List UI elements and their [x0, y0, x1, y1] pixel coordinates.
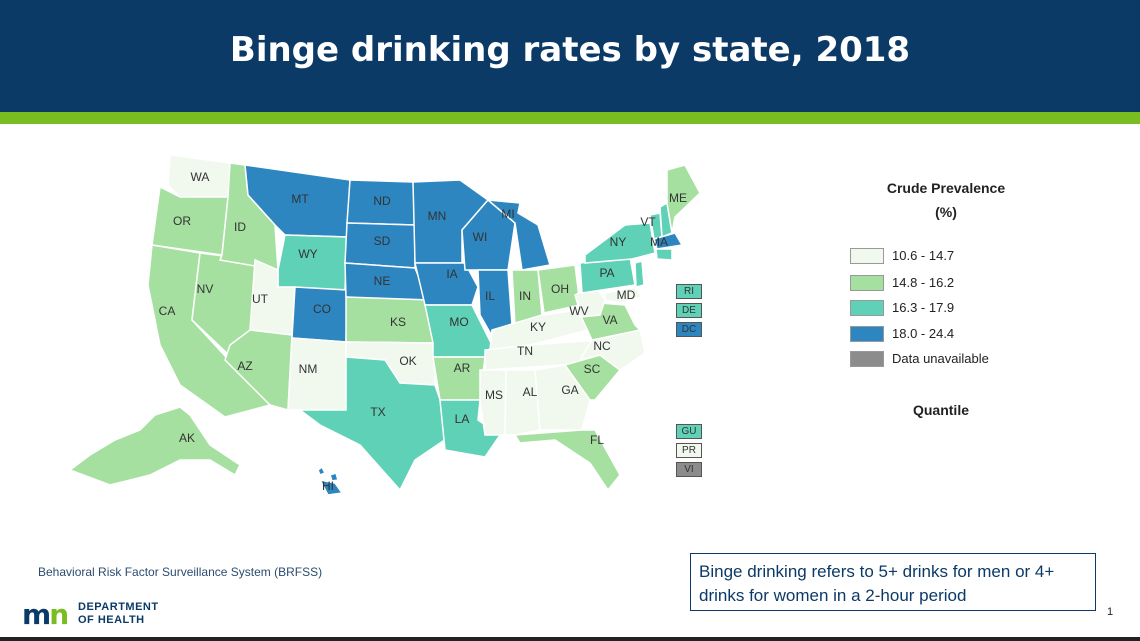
source-text: Behavioral Risk Factor Surveillance Syst… — [38, 565, 323, 579]
state-WI — [461, 198, 516, 271]
mn-logo-mark: mn — [22, 601, 69, 629]
header-banner: Binge drinking rates by state, 2018 — [0, 0, 1140, 112]
state-label-nc: NC — [593, 339, 611, 353]
state-NJ — [634, 260, 645, 288]
state-ME — [666, 164, 701, 234]
state-HI-2 — [329, 472, 339, 482]
state-label-ut: UT — [252, 292, 269, 306]
state-CT — [655, 248, 673, 261]
us-choropleth-map: WA OR CA NV ID MT WY UT AZ CO NM ND SD NE KS OK TX MN IA MO… — [68, 154, 701, 496]
definition-note: Binge drinking refers to 5+ drinks for m… — [690, 553, 1096, 611]
state-AL — [504, 369, 541, 436]
legend-label-2: 14.8 - 16.2 — [892, 275, 955, 290]
state-label-wy: WY — [298, 247, 317, 261]
state-label-or: OR — [173, 214, 191, 228]
state-label-al: AL — [523, 385, 538, 399]
logo-line-1: DEPARTMENT — [78, 601, 159, 613]
legend-swatch-1 — [850, 248, 884, 264]
territory-box-gu: GU — [676, 424, 702, 439]
state-TX — [297, 356, 453, 492]
territory-box-de: DE — [676, 303, 702, 318]
logo-n: n — [49, 598, 69, 631]
page-title: Binge drinking rates by state, 2018 — [229, 30, 911, 70]
state-label-mn: MN — [428, 209, 447, 223]
logo-line-2: OF HEALTH — [78, 614, 145, 626]
state-label-hi: HI — [322, 479, 334, 493]
state-IA — [414, 262, 479, 306]
state-label-mo: MO — [449, 315, 468, 329]
state-label-ca: CA — [159, 304, 176, 318]
state-label-nm: NM — [299, 362, 318, 376]
state-label-il: IL — [485, 289, 495, 303]
state-label-wa: WA — [191, 170, 210, 184]
state-HI — [317, 465, 327, 476]
state-MS — [479, 369, 507, 436]
logo-m: m — [22, 598, 51, 631]
state-label-az: AZ — [237, 359, 252, 373]
state-label-sd: SD — [374, 234, 391, 248]
state-WY — [277, 234, 348, 291]
state-label-ar: AR — [454, 361, 471, 375]
territory-box-ri: RI — [676, 284, 702, 299]
state-label-ks: KS — [390, 315, 406, 329]
state-label-id: ID — [234, 220, 246, 234]
state-label-nd: ND — [373, 194, 391, 208]
state-label-fl: FL — [590, 433, 604, 447]
state-FL — [513, 429, 621, 492]
logo-text: DEPARTMENT OF HEALTH — [78, 601, 159, 627]
state-label-ok: OK — [399, 354, 416, 368]
state-label-ky: KY — [530, 320, 546, 334]
legend-swatch-3 — [850, 300, 884, 316]
legend-label-3: 16.3 - 17.9 — [892, 300, 955, 315]
legend-label-5: Data unavailable — [892, 351, 989, 366]
state-label-pa: PA — [599, 266, 614, 280]
state-label-ne: NE — [374, 274, 391, 288]
state-label-la: LA — [455, 412, 470, 426]
state-HI-3 — [318, 478, 344, 496]
legend-swatch-5 — [850, 351, 884, 367]
legend-label-4: 18.0 - 24.4 — [892, 326, 955, 341]
legend: Crude Prevalence (%) 10.6 - 14.7 14.8 - … — [846, 176, 1046, 418]
state-label-mt: MT — [291, 192, 309, 206]
state-MI — [485, 199, 551, 271]
state-MD — [604, 286, 644, 304]
legend-swatch-4 — [850, 326, 884, 342]
state-label-tx: TX — [370, 405, 385, 419]
legend-label-1: 10.6 - 14.7 — [892, 248, 955, 263]
legend-title: Crude Prevalence — [886, 180, 1006, 196]
state-label-vt: VT — [640, 215, 656, 229]
state-label-co: CO — [313, 302, 331, 316]
state-AK — [68, 406, 241, 486]
state-label-ny: NY — [610, 235, 627, 249]
state-label-ak: AK — [179, 431, 195, 445]
state-label-sc: SC — [584, 362, 601, 376]
mdh-logo: mn DEPARTMENT OF HEALTH — [22, 600, 182, 630]
accent-bar — [0, 112, 1140, 124]
state-label-in: IN — [519, 289, 531, 303]
territory-box-pr: PR — [676, 443, 702, 458]
legend-quantile-label: Quantile — [912, 402, 969, 418]
state-label-ga: GA — [561, 383, 578, 397]
state-label-ia: IA — [446, 267, 457, 281]
territory-box-vi: VI — [676, 462, 702, 477]
state-label-tn: TN — [517, 344, 533, 358]
state-label-oh: OH — [551, 282, 569, 296]
state-label-ms: MS — [485, 388, 503, 402]
legend-subtitle: (%) — [935, 204, 957, 220]
state-label-va: VA — [602, 313, 617, 327]
state-label-wi: WI — [473, 230, 488, 244]
state-MA — [653, 232, 684, 250]
state-label-me: ME — [669, 191, 687, 205]
state-label-md: MD — [617, 288, 636, 302]
page-number: 1 — [1107, 606, 1114, 618]
territory-box-dc: DC — [676, 322, 702, 337]
state-label-ma: MA — [650, 235, 668, 249]
state-label-wv: WV — [569, 304, 588, 318]
legend-swatch-2 — [850, 275, 884, 291]
state-label-nv: NV — [197, 282, 214, 296]
bottom-rule — [0, 637, 1140, 641]
state-NY — [584, 222, 656, 264]
state-label-mi: MI — [501, 207, 514, 221]
